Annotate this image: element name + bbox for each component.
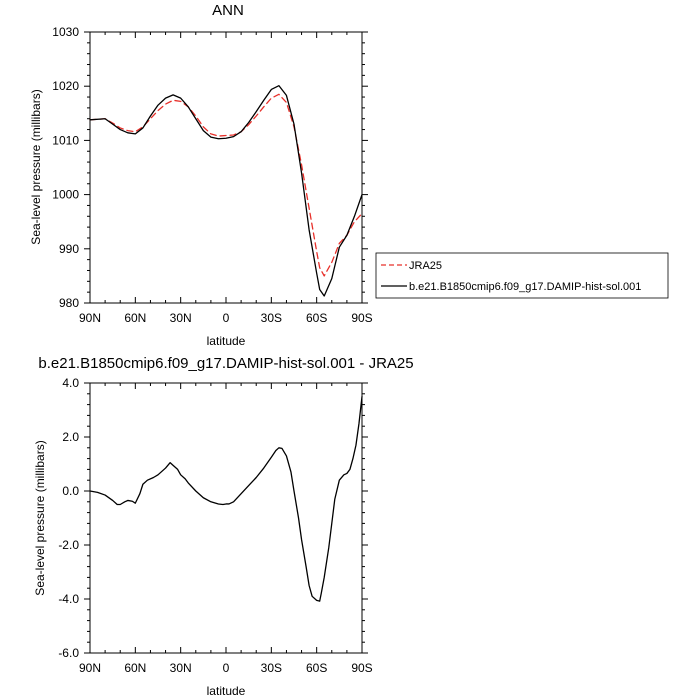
y-tick-label: 0.0 <box>62 484 79 498</box>
y-tick-label: 2.0 <box>62 430 79 444</box>
tick-labels: 90N 60N 30N 0 30S 60S 90S 980 990 1000 1010 1020 103… <box>52 25 372 325</box>
axis-ticks <box>84 382 368 654</box>
legend-label-jra25: JRA25 <box>409 260 442 272</box>
y-tick-label: 1010 <box>52 133 79 147</box>
plot-frame <box>89 382 363 654</box>
y-axis-label: Sea-level pressure (millibars) <box>33 440 47 595</box>
axis-ticks <box>84 31 368 304</box>
chart-title: b.e21.B1850cmip6.f09_g17.DAMIP-hist-sol.… <box>38 355 413 372</box>
y-tick-label: 1030 <box>52 25 79 39</box>
y-tick-label: -6.0 <box>58 646 79 660</box>
series-line-b-e21-b1850cmip6-f09-g17-damip-hist-sol-001 <box>89 85 363 297</box>
x-tick-label: 30N <box>170 661 192 675</box>
chart-panel-bottom: b.e21.B1850cmip6.f09_g17.DAMIP-hist-sol.… <box>33 355 414 698</box>
y-tick-label: 1020 <box>52 79 79 93</box>
y-tick-label: -4.0 <box>58 592 79 606</box>
series-layer <box>89 85 363 297</box>
y-tick-label: 4.0 <box>62 376 79 390</box>
tick-labels: 90N 60N 30N 0 30S 60S 90S -6.0 -4.0 -2.0 0.0 2.0 4.0 <box>58 376 372 675</box>
chart-title: ANN <box>212 2 244 19</box>
y-axis-label: Sea-level pressure (millibars) <box>29 89 43 244</box>
x-tick-label: 60S <box>306 661 327 675</box>
x-tick-label: 30N <box>170 311 192 325</box>
x-tick-label: 60N <box>124 661 146 675</box>
x-tick-label: 90N <box>79 311 101 325</box>
x-tick-label: 30S <box>261 311 282 325</box>
y-tick-label: 1000 <box>52 188 79 202</box>
series-line-jra25 <box>89 93 363 277</box>
x-tick-label: 0 <box>223 661 230 675</box>
legend-label-model: b.e21.B1850cmip6.f09_g17.DAMIP-hist-sol.… <box>409 281 641 293</box>
series-layer <box>89 395 363 602</box>
y-tick-label: 990 <box>59 242 79 256</box>
x-tick-label: 60N <box>124 311 146 325</box>
y-tick-label: -2.0 <box>58 538 79 552</box>
x-tick-label: 60S <box>306 311 327 325</box>
x-axis-label: latitude <box>207 684 246 698</box>
plot-frame <box>89 31 363 304</box>
x-axis-label: latitude <box>207 334 246 348</box>
x-tick-label: 90N <box>79 661 101 675</box>
series-line-difference <box>89 395 363 602</box>
x-tick-label: 90S <box>351 311 372 325</box>
x-tick-label: 0 <box>223 311 230 325</box>
x-tick-label: 90S <box>351 661 372 675</box>
chart-panel-top: ANN 90N 60N 30N 0 30S 60S 90S 980 990 1000 1010 102… <box>29 2 669 348</box>
legend-box <box>375 252 669 299</box>
legend: JRA25 b.e21.B1850cmip6.f09_g17.DAMIP-his… <box>375 252 669 299</box>
y-tick-label: 980 <box>59 296 79 310</box>
x-tick-label: 30S <box>261 661 282 675</box>
